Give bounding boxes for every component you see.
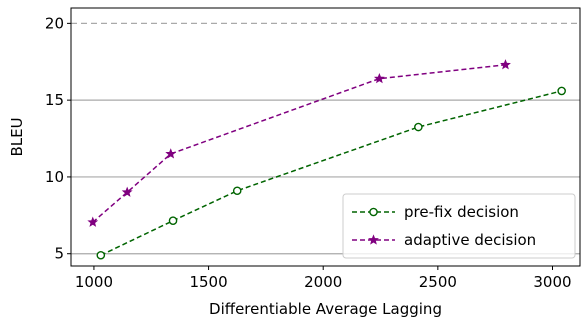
axis-ticks: 5 10 15 20 1000 1500 2000 2500 3000 [45, 14, 572, 291]
series-1 [96, 86, 566, 260]
series-line [100, 90, 562, 256]
y-tick-label: 15 [45, 91, 64, 109]
y-tick-label: 20 [45, 14, 64, 32]
y-axis-label: BLEU [8, 117, 26, 156]
data-point [500, 59, 511, 70]
data-point [232, 186, 242, 196]
legend: pre-fix decision adaptive decision [342, 193, 576, 259]
x-tick-label: 1500 [189, 273, 227, 291]
legend-label: pre-fix decision [404, 203, 519, 221]
legend-marker [369, 207, 378, 217]
data-point [557, 86, 566, 96]
series-2 [87, 59, 511, 227]
data-point [168, 216, 178, 225]
plot-frame [70, 7, 581, 267]
x-tick-label: 2000 [304, 273, 342, 291]
y-tick-label: 5 [54, 245, 64, 263]
data-point [165, 148, 177, 159]
x-tick-label: 1000 [75, 273, 113, 291]
legend-marker [368, 234, 379, 245]
data-point [373, 72, 385, 84]
legend-box [342, 193, 576, 259]
data-point [414, 122, 423, 132]
data-point [96, 250, 106, 260]
data-point [121, 186, 133, 197]
legend-label: adaptive decision [404, 231, 536, 249]
y-tick-label: 10 [45, 168, 64, 186]
x-tick-label: 2500 [419, 273, 457, 291]
data-point [87, 216, 99, 227]
x-tick-label: 3000 [533, 273, 571, 291]
series-layer [87, 59, 566, 260]
x-axis-label: Differentiable Average Lagging [209, 300, 442, 318]
